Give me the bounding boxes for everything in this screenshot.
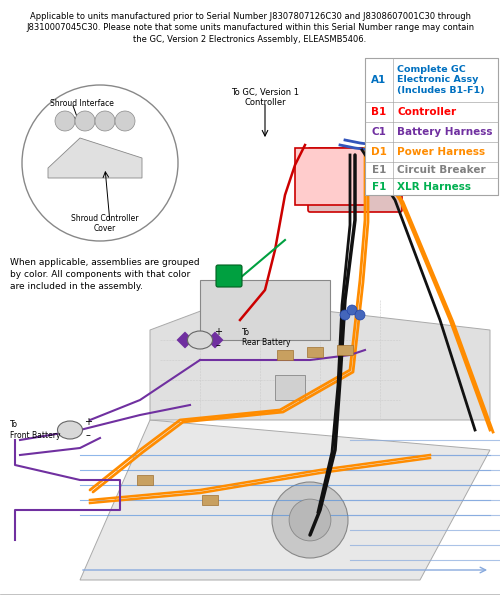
FancyBboxPatch shape xyxy=(216,265,242,287)
Polygon shape xyxy=(48,138,142,178)
Text: D1: D1 xyxy=(371,147,387,157)
Text: Complete GC
Electronic Assy
(Includes B1-F1): Complete GC Electronic Assy (Includes B1… xyxy=(397,65,484,95)
Bar xyxy=(202,495,218,505)
Polygon shape xyxy=(177,332,193,348)
Text: To GC, Version 1
Controller: To GC, Version 1 Controller xyxy=(231,88,299,107)
Circle shape xyxy=(347,305,357,315)
Text: Applicable to units manufactured prior to Serial Number J8307807126C30 and J8308: Applicable to units manufactured prior t… xyxy=(26,13,474,44)
Circle shape xyxy=(289,499,331,541)
Ellipse shape xyxy=(188,331,212,349)
Text: +: + xyxy=(214,327,222,337)
Circle shape xyxy=(355,310,365,320)
Text: F1: F1 xyxy=(372,181,386,191)
Text: Power Harness: Power Harness xyxy=(397,147,485,157)
Circle shape xyxy=(55,111,75,131)
Text: Circuit Breaker: Circuit Breaker xyxy=(397,165,486,175)
Circle shape xyxy=(115,111,135,131)
Circle shape xyxy=(22,85,178,241)
Text: Battery Harness: Battery Harness xyxy=(397,127,492,137)
Text: A1: A1 xyxy=(372,75,386,85)
Text: To
Front Battery: To Front Battery xyxy=(10,420,60,440)
FancyBboxPatch shape xyxy=(308,148,402,212)
Text: Shroud Interface: Shroud Interface xyxy=(50,99,114,108)
Circle shape xyxy=(95,111,115,131)
Bar xyxy=(307,347,323,357)
Bar xyxy=(277,350,293,360)
Text: When applicable, assemblies are grouped
by color. All components with that color: When applicable, assemblies are grouped … xyxy=(10,258,200,290)
Text: –: – xyxy=(216,340,220,350)
Text: E1: E1 xyxy=(372,165,386,175)
Bar xyxy=(275,375,305,400)
Bar xyxy=(137,475,153,485)
Circle shape xyxy=(340,310,350,320)
Text: XLR Harness: XLR Harness xyxy=(397,181,471,191)
Circle shape xyxy=(272,482,348,558)
Text: C1: C1 xyxy=(372,127,386,137)
Text: B1: B1 xyxy=(372,107,386,117)
Circle shape xyxy=(75,111,95,131)
Polygon shape xyxy=(150,300,490,420)
Text: Shroud Controller
Cover: Shroud Controller Cover xyxy=(72,214,139,233)
Text: +: + xyxy=(84,417,92,427)
Polygon shape xyxy=(207,332,223,348)
Text: –: – xyxy=(86,430,90,440)
Ellipse shape xyxy=(58,421,82,439)
Text: Controller: Controller xyxy=(397,107,456,117)
Polygon shape xyxy=(80,420,490,580)
Bar xyxy=(200,280,330,340)
Bar xyxy=(337,345,353,355)
Bar xyxy=(365,58,498,195)
Polygon shape xyxy=(295,148,365,205)
Text: To
Rear Battery: To Rear Battery xyxy=(242,328,290,347)
